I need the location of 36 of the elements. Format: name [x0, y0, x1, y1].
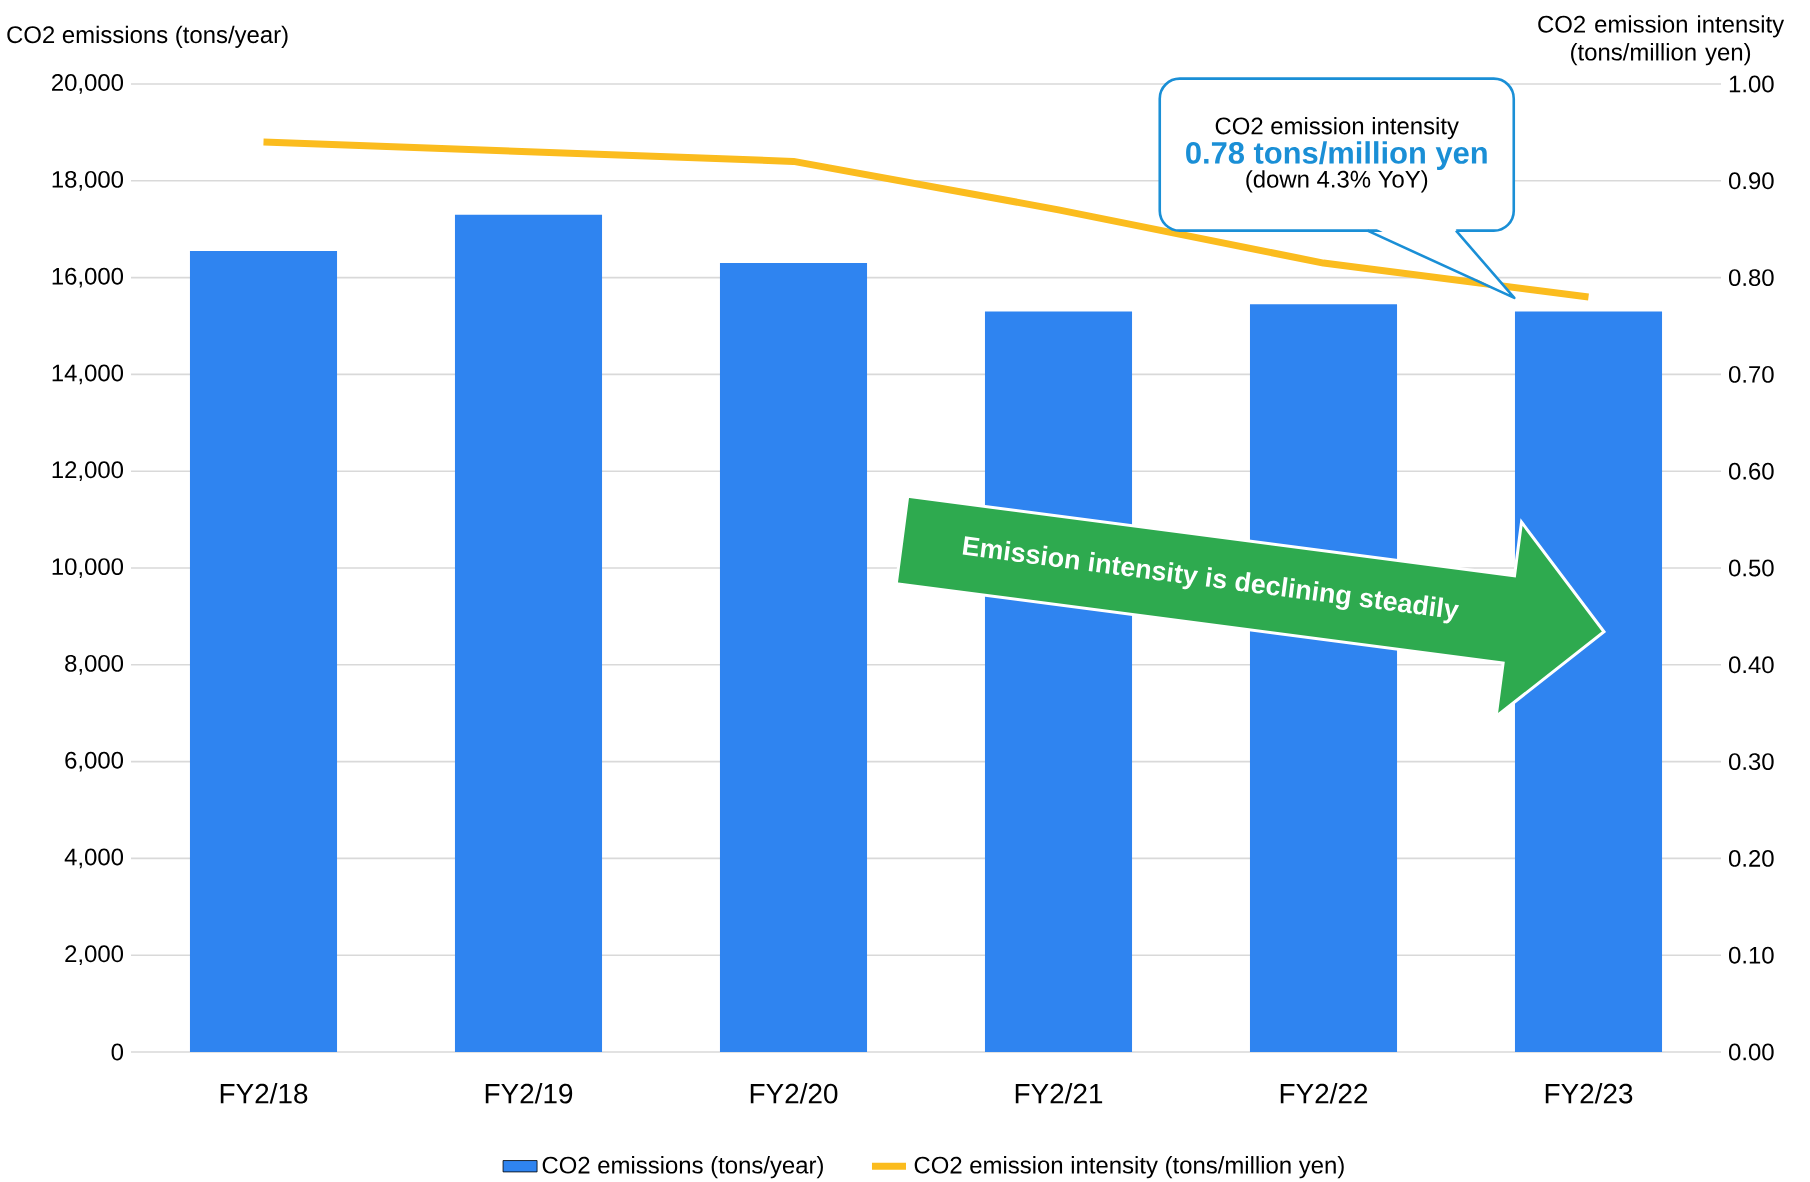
legend-label: CO2 emission intensity (tons/million yen)	[914, 1156, 1344, 1179]
y-tick-label: 14,000	[52, 364, 124, 385]
y-tick-label: 0	[111, 1043, 124, 1061]
annotation: 0.78 tons/million yen	[1186, 141, 1487, 170]
y2-tick-label: 1.00	[1729, 75, 1774, 93]
x-tick-label: FY2/23	[1545, 1083, 1633, 1104]
y2-tick-label: 0.40	[1728, 656, 1774, 674]
y-tick-label: 6,000	[65, 751, 124, 772]
x-tick-label: FY2/19	[485, 1083, 573, 1104]
y-tick-label: 12,000	[52, 461, 124, 482]
x-tick-label: FY2/20	[750, 1083, 838, 1104]
y2-tick-label: 0.80	[1728, 269, 1774, 287]
y2-tick-label: 0.70	[1728, 365, 1774, 383]
x-tick-label: FY2/22	[1280, 1083, 1368, 1104]
y-tick-label: 16,000	[52, 267, 124, 288]
x-tick-label: FY2/21	[1015, 1083, 1103, 1104]
y2-tick-label: 0.60	[1728, 462, 1774, 480]
y-tick-label: 8,000	[65, 654, 124, 675]
annotation: Emission intensity is declining steadily	[962, 536, 1460, 624]
y2-tick-label: 0.30	[1728, 753, 1774, 771]
y-tick-label: 4,000	[64, 848, 124, 869]
annotation: CO2 emission intensity	[1215, 116, 1459, 140]
y-tick-label: 18,000	[52, 170, 124, 191]
x-tick-label: FY2/18	[220, 1083, 308, 1104]
y2-tick-label: 0.20	[1728, 849, 1774, 867]
y2-tick-label: 0.50	[1728, 559, 1774, 577]
annotation: (down 4.3% YoY)	[1246, 170, 1428, 193]
y-tick-label: 10,000	[52, 558, 124, 578]
y-tick-label: 2,000	[65, 945, 124, 966]
y-tick-label: 20,000	[52, 74, 124, 94]
y2-tick-label: 0.90	[1728, 172, 1774, 190]
legend-label: CO2 emissions (tons/year)	[542, 1156, 823, 1179]
y2-axis-title: CO2 emission intensity (tons/million yen)	[1538, 15, 1785, 66]
y2-tick-label: 0.10	[1728, 946, 1774, 964]
y2-tick-label: 0.00	[1728, 1043, 1774, 1061]
y-axis-title: CO2 emissions (tons/year)	[7, 25, 288, 48]
